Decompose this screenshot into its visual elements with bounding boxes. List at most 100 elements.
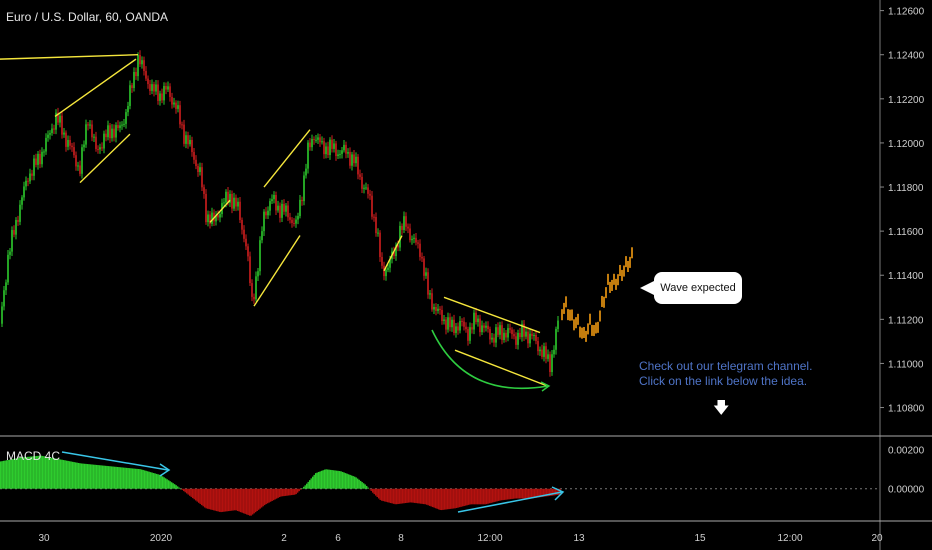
candle-body [433,307,435,310]
macd-histogram-bar [481,488,483,505]
macd-histogram-bar [294,488,296,495]
macd-histogram-bar [492,488,494,503]
macd-histogram-bar [207,488,209,509]
candle-body [547,354,549,359]
macd-histogram-bar [496,488,498,502]
macd-histogram-bar [43,456,45,489]
macd-histogram-bar [129,468,131,489]
macd-histogram-bar [402,488,404,504]
macd-histogram-bar [315,473,317,489]
macd-histogram-bar [259,488,261,509]
candle-body [315,139,317,141]
macd-histogram-bar [330,469,332,489]
macd-histogram-bar [240,488,242,513]
candle-body [267,210,269,216]
macd-histogram-bar [160,475,162,489]
macd-histogram-bar [529,488,531,499]
candle-body [457,326,459,331]
candle-body [9,251,11,255]
macd-histogram-bar [174,484,176,489]
macd-histogram-bar [408,488,410,503]
candle-body [373,216,375,218]
candle-body [351,154,353,166]
candle-body [215,215,217,222]
candle-body [401,225,403,230]
macd-histogram-bar [198,488,200,503]
candle-body [341,150,343,154]
candle-body [143,60,145,72]
macd-histogram-bar [261,488,263,508]
price-tick-label: 1.12000 [888,139,925,150]
candle-body [7,254,9,283]
candle-body [11,230,13,252]
candle-body [367,187,369,194]
candle-body [57,112,59,123]
macd-histogram-bar [58,459,60,489]
macd-histogram-bar [378,488,380,499]
macd-histogram-bar [438,488,440,510]
macd-histogram-bar [22,457,24,489]
macd-histogram-bar [499,488,501,501]
macd-histogram-bar [84,463,86,489]
macd-histogram-bar [282,488,284,497]
candle-body [261,231,263,241]
macd-histogram-bar [432,488,434,508]
macd-tick-label: 0.00000 [888,485,925,496]
macd-histogram-bar [303,486,305,489]
pattern-line [443,296,541,334]
macd-histogram-bar [6,460,8,489]
macd-histogram-bar [208,488,210,510]
divergence-line [61,451,169,471]
macd-histogram-bar [192,488,194,499]
macd-histogram-bar [394,488,396,505]
macd-histogram-bar [82,463,84,489]
candle-body [241,219,243,230]
candle-body [29,173,31,182]
price-tick-label: 1.10800 [888,404,925,415]
candle-body [239,201,241,220]
candle-body [65,132,67,147]
price-tick-label: 1.12200 [888,95,925,106]
candle-body [447,317,449,330]
macd-histogram-bar [151,472,153,489]
candle-body [173,102,175,105]
candle-body [477,318,479,323]
candle-body [25,180,27,187]
pattern-line [253,235,301,307]
macd-histogram-bar [387,488,389,503]
macd-histogram-bar [214,488,216,511]
candle-body [465,326,467,330]
candle-body [69,140,71,146]
candle-body [131,85,133,89]
macd-histogram-bar [178,487,180,489]
candle-body [45,137,47,152]
macd-histogram-bar [304,485,306,489]
candle-body [359,174,361,177]
macd-histogram-bar [153,473,155,489]
candle-body [263,211,265,232]
wave-expected-callout[interactable]: Wave expected [654,272,742,304]
candle-body [321,141,323,143]
macd-histogram-bar [433,488,435,508]
candle-body [91,124,93,138]
macd-histogram-bar [36,455,38,489]
macd-histogram-bar [358,479,360,489]
macd-histogram-bar [30,456,32,489]
macd-histogram-bar [141,469,143,489]
macd-histogram-bar [337,470,339,489]
macd-histogram-bar [72,461,74,489]
macd-histogram-bar [360,480,362,489]
candle-body [209,214,211,224]
macd-histogram-bar [181,488,183,490]
candle-body [257,271,259,277]
time-tick-label: 15 [694,533,706,544]
macd-histogram-bar [204,488,206,508]
macd-histogram-bar [258,488,260,510]
candle-body [281,203,283,218]
macd-histogram-bar [270,488,272,502]
pattern-line [383,235,403,272]
macd-histogram-bar [403,488,405,504]
macd-histogram-bar [130,468,132,489]
macd-histogram-bar [159,474,161,489]
